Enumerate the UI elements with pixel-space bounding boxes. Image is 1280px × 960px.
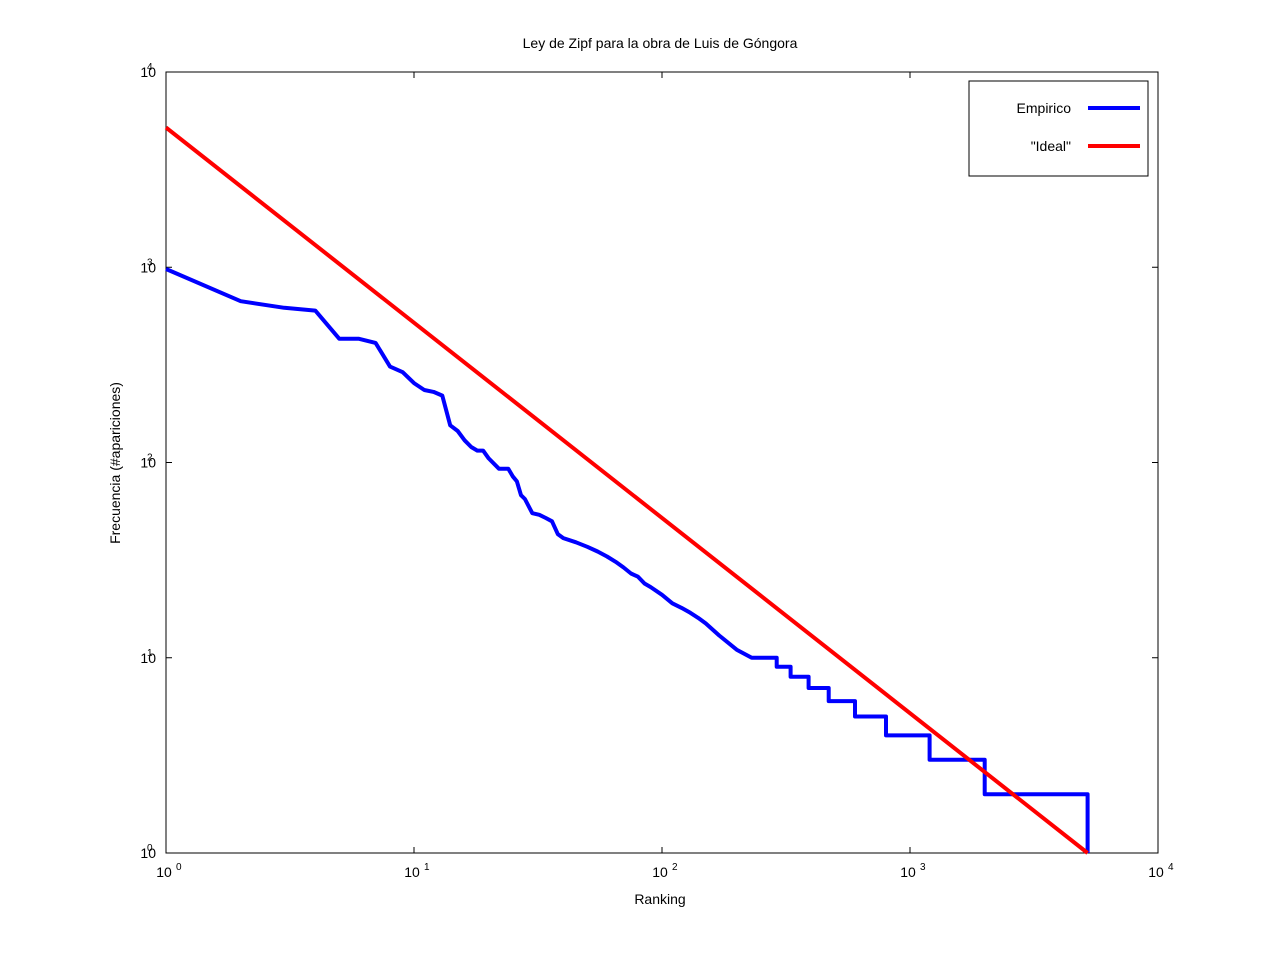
x-tick-label-exponent: 0 — [176, 862, 182, 873]
y-tick-label-exponent: 1 — [147, 648, 153, 659]
y-tick-label: 10 — [140, 259, 156, 275]
x-tick-label: 10 — [900, 864, 916, 880]
y-tick-label: 10 — [140, 845, 156, 861]
series-empirico — [165, 267, 1090, 853]
x-tick-label: 10 — [156, 864, 172, 880]
x-tick-label: 10 — [652, 864, 668, 880]
x-tick-label-exponent: 4 — [1168, 862, 1174, 873]
x-tick-label-exponent: 2 — [672, 862, 678, 873]
x-tick-label-exponent: 3 — [920, 862, 926, 873]
y-axis-label: Frecuencia (#apariciones) — [107, 382, 123, 544]
series-ideal — [164, 125, 1089, 855]
y-tick-label: 10 — [140, 64, 156, 80]
x-tick-label-exponent: 1 — [424, 862, 430, 873]
legend: Empirico "Ideal" — [968, 80, 1149, 177]
legend-box — [968, 80, 1149, 177]
plot-frame — [165, 71, 1159, 854]
legend-label: "Ideal" — [1031, 138, 1071, 154]
y-tick-label-exponent: 2 — [147, 453, 153, 464]
legend-label: Empirico — [1017, 100, 1072, 116]
y-tick-label-exponent: 0 — [147, 843, 153, 854]
series-line — [164, 125, 1089, 855]
y-tick-label: 10 — [140, 455, 156, 471]
y-tick-label: 10 — [140, 650, 156, 666]
x-axis-label: Ranking — [634, 891, 685, 907]
x-tick-label: 10 — [1148, 864, 1164, 880]
series-line — [165, 267, 1090, 853]
chart-title: Ley de Zipf para la obra de Luis de Góng… — [523, 35, 798, 51]
x-tick-label: 10 — [404, 864, 420, 880]
y-tick-label-exponent: 4 — [147, 62, 153, 73]
y-tick-label-exponent: 3 — [147, 257, 153, 268]
